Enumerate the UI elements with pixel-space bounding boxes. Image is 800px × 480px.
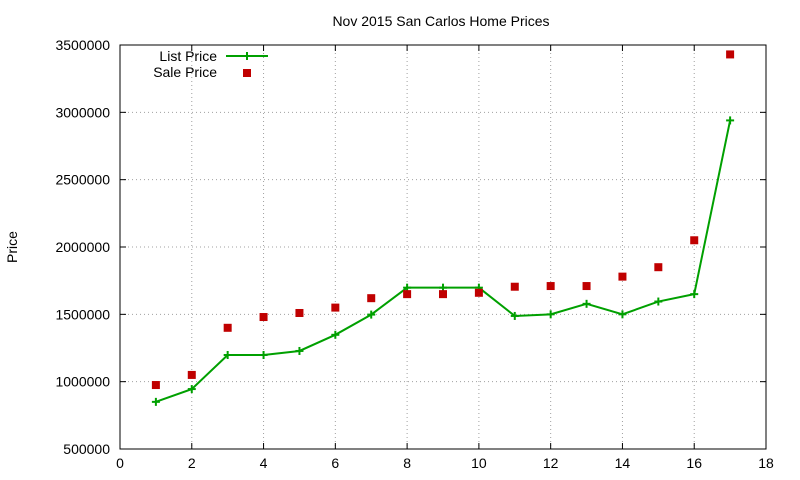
chart-title: Nov 2015 San Carlos Home Prices <box>332 13 549 29</box>
list-price-point <box>295 346 304 355</box>
x-tick-label: 12 <box>543 455 559 471</box>
y-axis-label: Price <box>4 231 20 263</box>
y-tick-label: 1500000 <box>55 306 110 322</box>
legend-marker-sale-price <box>243 69 251 77</box>
y-tick-label: 3500000 <box>55 37 110 53</box>
list-price-point <box>690 290 699 299</box>
x-tick-label: 8 <box>403 455 411 471</box>
list-price-point <box>510 311 519 320</box>
series-list-price <box>151 116 735 406</box>
y-tick-label: 2500000 <box>55 172 110 188</box>
sale-price-point <box>295 308 304 317</box>
series-sale-price <box>151 50 735 390</box>
x-tick-label: 16 <box>686 455 702 471</box>
list-price-point <box>618 310 627 319</box>
list-price-point <box>259 351 268 360</box>
list-price-point <box>187 385 196 394</box>
sale-price-point <box>654 263 663 272</box>
legend-marker-list-price <box>243 52 251 60</box>
list-price-point <box>367 310 376 319</box>
list-price-point <box>726 116 735 125</box>
x-tick-label: 4 <box>260 455 268 471</box>
sale-price-point <box>439 290 447 299</box>
x-tick-label: 0 <box>116 455 124 471</box>
sale-price-point <box>331 303 340 312</box>
x-tick-label: 10 <box>471 455 487 471</box>
y-tick-label: 2000000 <box>55 239 110 255</box>
sale-price-point <box>403 290 412 299</box>
sale-price-point <box>690 236 699 245</box>
list-price-point <box>151 397 160 406</box>
list-price-point <box>654 297 663 306</box>
x-tick-label: 6 <box>331 455 339 471</box>
sale-price-point <box>187 370 196 379</box>
sale-price-point <box>510 282 519 291</box>
x-tick-label: 2 <box>188 455 196 471</box>
sale-price-point <box>367 294 376 303</box>
y-tick-label: 3000000 <box>55 104 110 120</box>
sale-price-point <box>151 381 160 390</box>
list-price-point <box>546 310 555 319</box>
list-price-point <box>331 330 340 339</box>
sale-price-point <box>223 323 232 332</box>
list-price-line <box>155 120 732 403</box>
y-tick-label: 1000000 <box>55 374 110 390</box>
sale-price-point <box>259 313 268 322</box>
x-tick-label: 18 <box>758 455 774 471</box>
sale-price-point <box>546 282 555 291</box>
sale-price-point <box>618 272 627 281</box>
sale-price-point <box>474 288 483 297</box>
series-layer <box>151 50 735 406</box>
sale-price-point <box>582 282 591 291</box>
list-price-point <box>582 299 591 308</box>
axes-layer: 0 2 4 6 8 10 12 14 16 18 500000 1000000 1500000 20000… <box>55 37 774 471</box>
grid-layer <box>120 45 766 449</box>
list-price-point <box>223 351 232 360</box>
legend-label-sale-price: Sale Price <box>153 64 217 80</box>
y-tick-label: 500000 <box>63 441 110 457</box>
sale-price-point <box>726 50 735 59</box>
x-tick-label: 14 <box>615 455 631 471</box>
legend-label-list-price: List Price <box>159 48 217 64</box>
